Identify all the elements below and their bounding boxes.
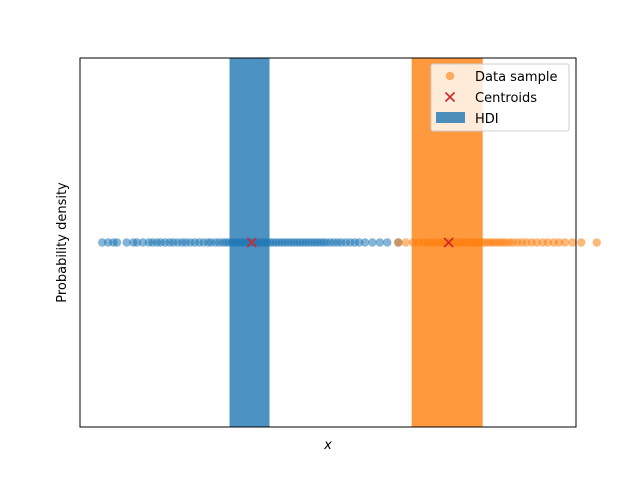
data-point-1-44 bbox=[576, 238, 586, 247]
legend-data-sample-marker bbox=[445, 71, 455, 81]
y-axis-label: Probability density bbox=[55, 182, 70, 303]
data-point-1-42 bbox=[560, 238, 570, 247]
data-point-0-72 bbox=[375, 238, 385, 247]
data-point-0-3 bbox=[112, 238, 122, 247]
data-point-1-43 bbox=[568, 238, 577, 247]
data-point-1-41 bbox=[554, 238, 564, 247]
data-point-0-71 bbox=[368, 238, 377, 247]
data-point-0-0 bbox=[98, 238, 107, 247]
legend-data-sample-label: Data sample bbox=[475, 70, 557, 85]
data-point-0-73 bbox=[383, 238, 392, 247]
legend-centroids-marker bbox=[444, 91, 456, 103]
data-point-1-39 bbox=[543, 238, 553, 247]
data-point-0-6 bbox=[132, 238, 142, 247]
legend: Data sample Centroids HDI bbox=[430, 63, 570, 132]
legend-hdi-patch bbox=[436, 112, 465, 123]
centroid-stroke-b-1 bbox=[443, 237, 454, 248]
legend-centroids-label: Centroids bbox=[475, 91, 537, 106]
axes-frame bbox=[79, 57, 577, 428]
legend-hdi-label: HDI bbox=[475, 112, 499, 127]
legend-centroid-stroke-b bbox=[444, 91, 456, 103]
data-points bbox=[98, 238, 601, 247]
data-point-1-45 bbox=[592, 238, 601, 247]
centroid-stroke-b-0 bbox=[246, 237, 257, 248]
data-point-1-0 bbox=[394, 238, 403, 247]
data-point-0-4 bbox=[122, 238, 131, 247]
centroid-marker-0 bbox=[246, 237, 257, 248]
data-point-0-7 bbox=[138, 238, 148, 247]
data-point-1-37 bbox=[532, 238, 541, 247]
centroid-marker-1 bbox=[443, 237, 454, 248]
data-point-0-69 bbox=[354, 238, 364, 247]
centroid-markers bbox=[246, 237, 454, 248]
data-point-1-1 bbox=[401, 238, 410, 247]
x-axis-label: x bbox=[323, 438, 332, 453]
data-point-0-70 bbox=[360, 238, 370, 247]
legend-box bbox=[430, 63, 570, 132]
